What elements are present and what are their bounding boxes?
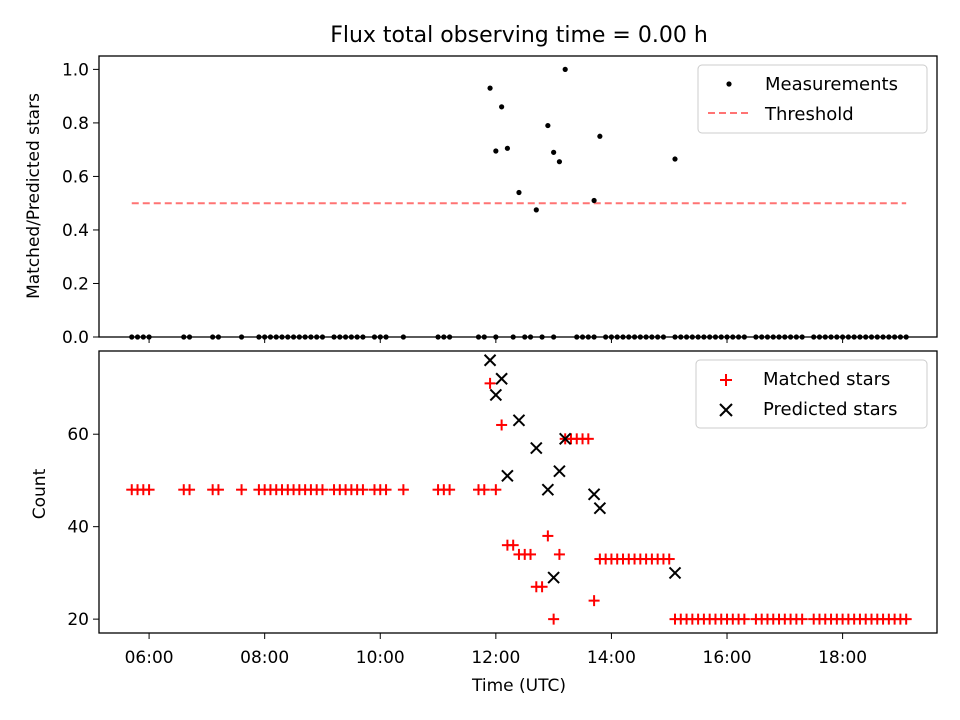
matched-star-point: [553, 548, 565, 560]
x-tick-label: 12:00: [471, 648, 520, 668]
top-y-ticks: 0.0 0.2 0.4 0.6 0.8 1.0: [62, 60, 99, 348]
matched-star-point: [478, 484, 490, 496]
top-legend-box: [697, 64, 928, 134]
measurement-point: [672, 156, 678, 162]
matched-star-point: [143, 484, 155, 496]
predicted-star-point: [668, 566, 682, 580]
legend-matched-marker: [720, 374, 732, 386]
top-axes-frame: [98, 55, 938, 338]
predicted-star-point: [553, 464, 566, 478]
bottom-plot-marks: [126, 354, 912, 625]
matched-star-point: [900, 613, 912, 625]
matched-star-point: [496, 419, 508, 431]
measurement-point: [533, 207, 539, 213]
measurement-point: [499, 104, 505, 110]
predicted-star-point: [558, 432, 572, 446]
measurement-point: [545, 122, 551, 129]
figure-title: Flux total observing time = 0.00 h: [330, 23, 708, 48]
matched-star-point: [582, 433, 594, 445]
bottom-y-tick-label: 20: [67, 610, 89, 630]
top-y-tick-label: 0.6: [62, 167, 89, 187]
top-y-tick-label: 1.0: [62, 60, 89, 80]
matched-star-point: [507, 539, 519, 551]
top-y-tick-label: 0.4: [62, 221, 89, 241]
bottom-y-tick-label: 60: [67, 425, 89, 445]
matched-star-point: [548, 613, 560, 625]
x-tick-label: 08:00: [240, 648, 289, 668]
measurement-point: [556, 159, 563, 165]
matched-star-point: [536, 581, 548, 593]
matched-star-point: [212, 484, 224, 496]
matched-star-point: [444, 484, 456, 496]
measurement-point: [597, 133, 603, 139]
predicted-star-point: [541, 483, 555, 496]
matched-star-point: [490, 484, 502, 496]
matched-star-point: [796, 613, 808, 625]
legend-matched-label: Matched stars: [763, 369, 890, 390]
measurement-point: [551, 149, 557, 155]
measurement-point: [487, 85, 493, 91]
matched-star-point: [663, 553, 675, 565]
bottom-x-ticks: 06:00 08:00 10:00 12:00 14:00 16:00 18:00: [125, 633, 867, 668]
top-y-axis-label: Matched/Predicted stars: [24, 93, 44, 299]
matched-star-point: [588, 595, 600, 607]
predicted-star-point: [530, 441, 543, 455]
matched-star-point: [738, 613, 750, 625]
legend-predicted-marker: [719, 403, 733, 417]
measurement-point: [591, 197, 597, 204]
top-y-tick-label: 0.0: [62, 328, 89, 348]
top-legend: Measurements Threshold: [697, 64, 928, 134]
matched-star-point: [397, 484, 409, 496]
matched-star-point: [525, 548, 537, 560]
top-panel: 0.0 0.2 0.4 0.6 0.8 1.0 Matched/Predicted sta…: [24, 55, 938, 348]
predicted-star-point: [593, 501, 607, 515]
predicted-star-point: [483, 354, 497, 367]
measurement-point: [562, 66, 568, 72]
bottom-legend-box: [695, 359, 928, 429]
x-axis-label: Time (UTC): [471, 676, 566, 696]
bottom-y-axis-label: Count: [30, 468, 50, 519]
predicted-star-point: [547, 571, 560, 584]
x-tick-label: 10:00: [356, 648, 405, 668]
x-tick-label: 16:00: [703, 648, 752, 668]
x-tick-label: 06:00: [125, 648, 174, 668]
measurement-point: [493, 148, 499, 154]
matched-star-point: [236, 484, 248, 496]
matched-star-point: [316, 484, 328, 496]
bottom-panel: 20 40 60 06:00 08:00 10:00 12:00 14:00 16:00 18:…: [30, 350, 938, 696]
legend-threshold-label: Threshold: [764, 104, 854, 125]
top-y-tick-label: 0.2: [62, 274, 89, 294]
predicted-star-point: [512, 414, 526, 427]
measurement-point: [516, 189, 522, 196]
measurement-point: [504, 145, 511, 151]
bottom-y-ticks: 20 40 60: [67, 425, 99, 630]
legend-measurements-label: Measurements: [765, 74, 898, 95]
legend-measurements-marker: [726, 81, 732, 87]
bottom-axes-frame: [98, 350, 938, 634]
matched-star-point: [484, 377, 496, 389]
matched-star-point: [542, 530, 554, 542]
x-tick-label: 14:00: [587, 648, 636, 668]
predicted-star-point: [489, 388, 503, 402]
bottom-y-tick-label: 40: [67, 518, 89, 538]
predicted-star-point: [587, 488, 601, 501]
predicted-star-point: [495, 372, 508, 385]
top-y-tick-label: 0.8: [62, 114, 89, 134]
matched-star-point: [357, 484, 369, 496]
matched-star-point: [184, 484, 196, 496]
predicted-star-point: [501, 469, 514, 483]
x-tick-label: 18:00: [818, 648, 867, 668]
matched-star-point: [380, 484, 392, 496]
legend-predicted-label: Predicted stars: [763, 399, 897, 420]
bottom-legend: Matched stars Predicted stars: [695, 359, 928, 429]
top-x-ticks: [148, 337, 844, 343]
